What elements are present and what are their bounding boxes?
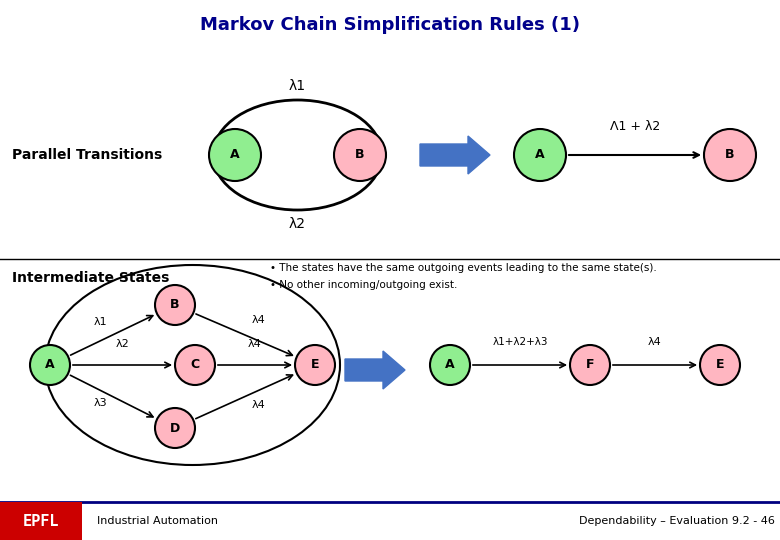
Text: Parallel Transitions: Parallel Transitions: [12, 148, 162, 162]
Circle shape: [430, 345, 470, 385]
Circle shape: [209, 129, 261, 181]
Bar: [0, 502, 780, 540]
Text: EPFL: EPFL: [23, 514, 59, 529]
Text: E: E: [310, 359, 319, 372]
Text: Markov Chain Simplification Rules (1): Markov Chain Simplification Rules (1): [200, 16, 580, 34]
Circle shape: [155, 408, 195, 448]
Circle shape: [155, 285, 195, 325]
Text: λ4: λ4: [648, 337, 662, 347]
FancyArrow shape: [420, 136, 490, 174]
Text: A: A: [230, 148, 239, 161]
Text: A: A: [535, 148, 544, 161]
Circle shape: [30, 345, 70, 385]
Text: B: B: [355, 148, 365, 161]
Circle shape: [704, 129, 756, 181]
Circle shape: [295, 345, 335, 385]
Text: Industrial Automation: Industrial Automation: [97, 516, 218, 526]
Circle shape: [175, 345, 215, 385]
Text: A: A: [445, 359, 455, 372]
Text: E: E: [716, 359, 725, 372]
Text: λ4: λ4: [248, 339, 262, 349]
Text: λ2: λ2: [115, 339, 129, 349]
Text: • The states have the same outgoing events leading to the same state(s).: • The states have the same outgoing even…: [270, 263, 657, 273]
Circle shape: [700, 345, 740, 385]
Text: Intermediate States: Intermediate States: [12, 271, 169, 285]
Text: λ1+λ2+λ3: λ1+λ2+λ3: [492, 337, 548, 347]
Text: B: B: [170, 299, 179, 312]
Text: λ1: λ1: [94, 317, 108, 327]
Text: λ3: λ3: [94, 399, 108, 408]
FancyArrow shape: [345, 351, 405, 389]
Text: λ2: λ2: [289, 217, 306, 231]
Circle shape: [334, 129, 386, 181]
Text: λ4: λ4: [252, 401, 266, 410]
Text: C: C: [190, 359, 200, 372]
Bar: [0, 502, 82, 540]
Text: Dependability – Evaluation 9.2 - 46: Dependability – Evaluation 9.2 - 46: [579, 516, 775, 526]
Text: • No other incoming/outgoing exist.: • No other incoming/outgoing exist.: [270, 280, 457, 290]
Text: A: A: [45, 359, 55, 372]
Circle shape: [570, 345, 610, 385]
Text: B: B: [725, 148, 735, 161]
Text: F: F: [586, 359, 594, 372]
Text: Λ1 + λ2: Λ1 + λ2: [610, 120, 660, 133]
Text: D: D: [170, 422, 180, 435]
Circle shape: [514, 129, 566, 181]
Text: λ1: λ1: [289, 79, 306, 93]
Text: λ4: λ4: [252, 315, 266, 325]
